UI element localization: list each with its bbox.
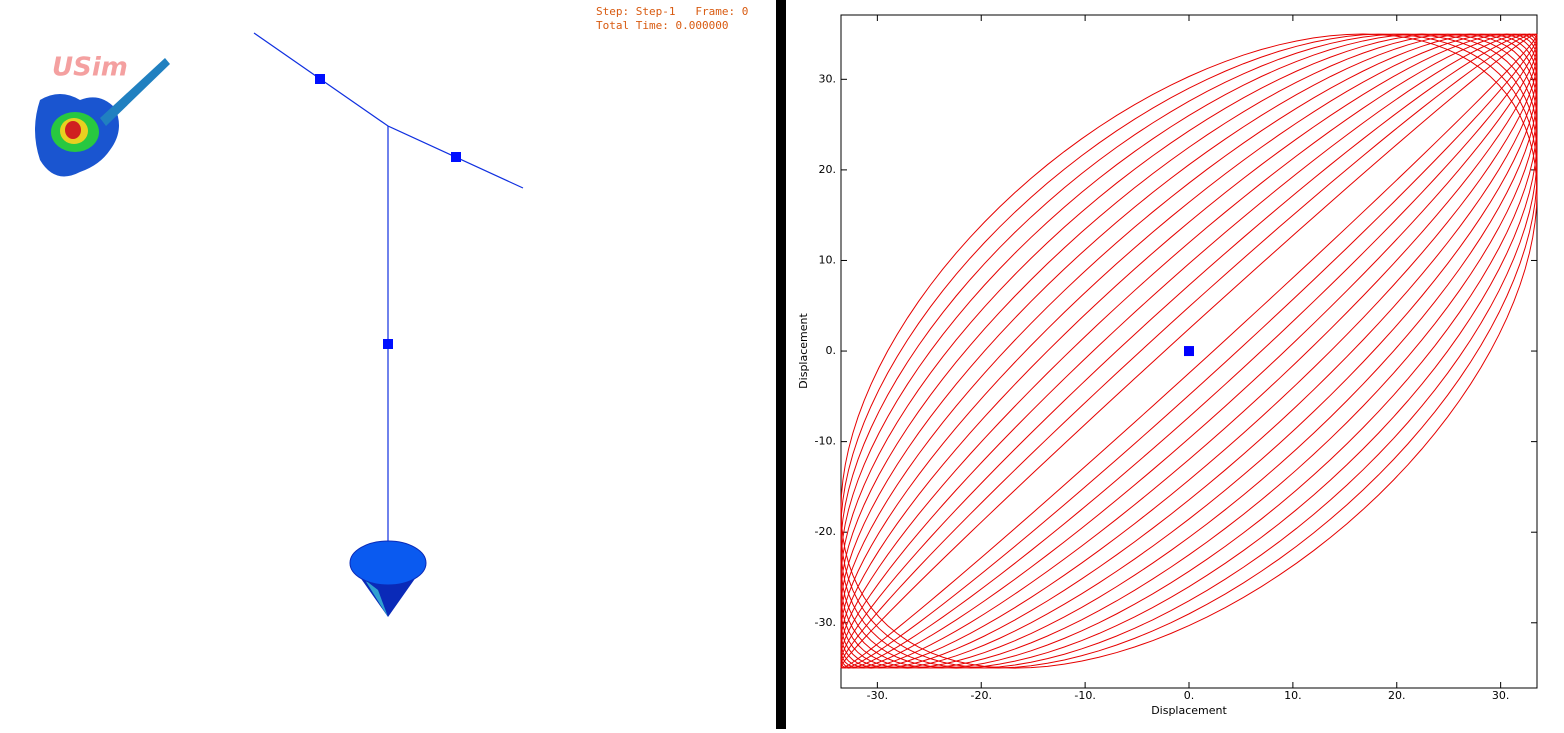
divider — [776, 0, 786, 729]
logo-text: USim — [52, 53, 128, 83]
y-tick-label: 10. — [819, 253, 837, 266]
viewport: USim Step: Step-1 Frame: 0 Total Time: 0… — [0, 0, 776, 729]
x-tick-label: -20. — [971, 689, 992, 702]
y-tick-label: 30. — [819, 72, 837, 85]
logo-guitar — [35, 58, 170, 177]
loop — [840, 33, 1538, 669]
loop — [840, 33, 1538, 669]
node — [451, 152, 461, 162]
marker — [1184, 346, 1194, 357]
y-axis-label: Displacement — [797, 313, 810, 389]
x-tick-label: 30. — [1492, 689, 1510, 702]
y-tick-label: 20. — [819, 163, 837, 176]
y-tick-label: -10. — [815, 435, 836, 448]
x-axis-label: Displacement — [1151, 704, 1227, 717]
xy-plot: Displacement Displacement -30. -20. -10. 0.… — [797, 14, 1538, 717]
y-tick-label: -20. — [815, 525, 836, 538]
loop — [840, 33, 1538, 669]
y-tick-label: 0. — [826, 344, 837, 357]
x-tick-label: 10. — [1284, 689, 1302, 702]
status-line: Total Time: 0.000000 — [596, 19, 728, 32]
loop — [840, 33, 1538, 669]
node — [315, 74, 325, 84]
status-line: Step: Step-1 Frame: 0 — [596, 5, 748, 18]
loop — [840, 33, 1538, 669]
x-tick-label: -30. — [867, 689, 888, 702]
cone-top — [349, 540, 427, 586]
node — [383, 339, 393, 349]
y-tick-label: -30. — [815, 616, 836, 629]
loop — [840, 33, 1538, 669]
pendulum — [253, 32, 524, 542]
x-tick-label: -10. — [1074, 689, 1095, 702]
guitar-heat — [65, 121, 81, 139]
x-tick-label: 0. — [1184, 689, 1195, 702]
guitar-neck — [100, 58, 170, 126]
x-tick-label: 20. — [1388, 689, 1406, 702]
loop — [840, 33, 1538, 669]
cone-shade — [365, 580, 388, 617]
loop — [840, 33, 1538, 669]
